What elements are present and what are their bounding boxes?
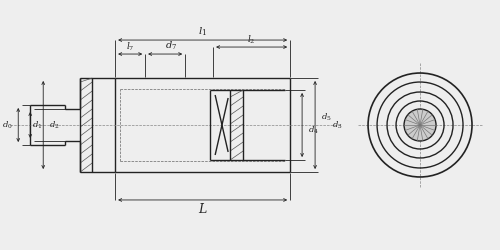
Text: $d_0$: $d_0$ (2, 120, 12, 130)
Circle shape (404, 109, 436, 141)
Text: $d_2$: $d_2$ (49, 120, 60, 130)
Text: $d_3$: $d_3$ (332, 120, 342, 130)
Text: $d_5$: $d_5$ (321, 112, 332, 122)
Text: $d_4$: $d_4$ (308, 124, 319, 136)
Text: $l_2$: $l_2$ (248, 34, 256, 46)
Text: $l_1$: $l_1$ (198, 26, 207, 38)
Text: $l_7$: $l_7$ (126, 41, 134, 53)
Text: $L$: $L$ (198, 202, 207, 216)
Text: $d_7$: $d_7$ (165, 40, 177, 52)
Text: $d_1$: $d_1$ (32, 120, 42, 130)
